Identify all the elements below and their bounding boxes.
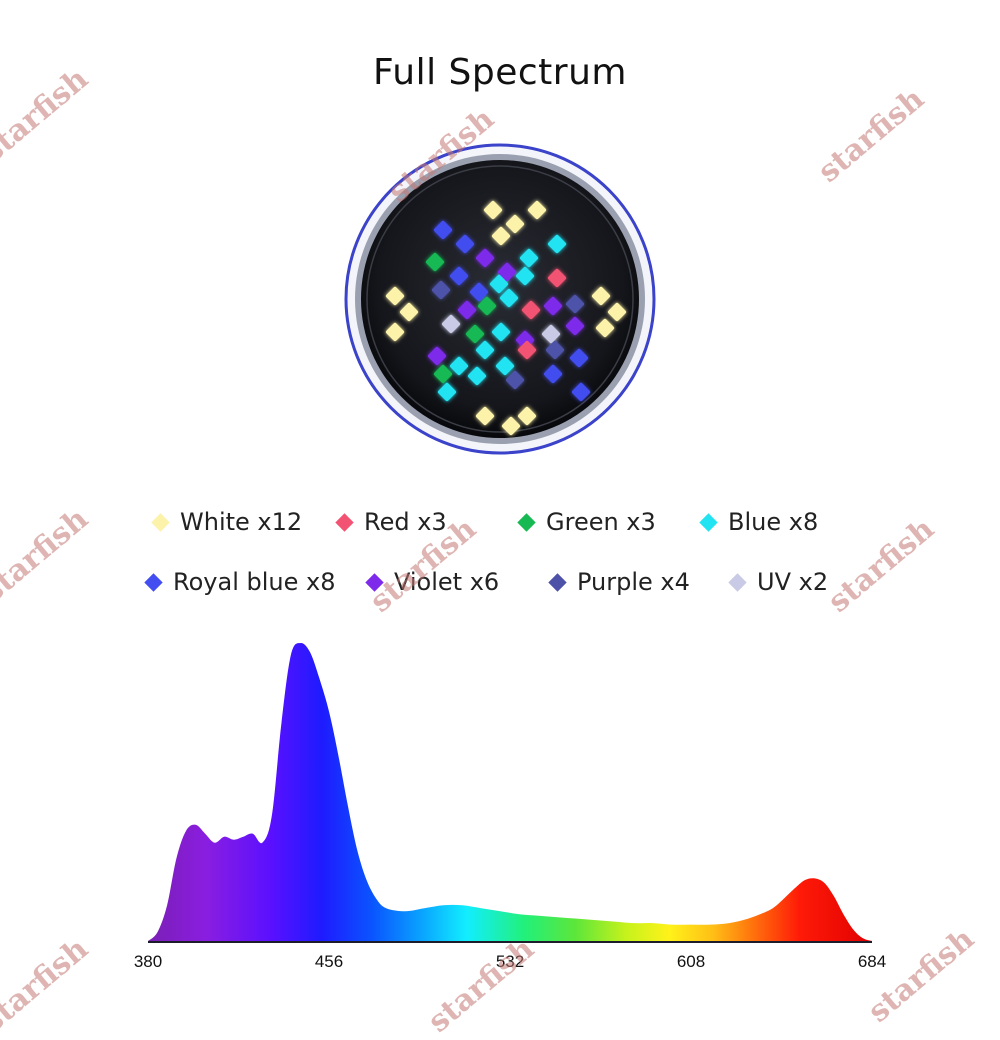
led-chip — [527, 200, 547, 220]
x-tick-label: 608 — [677, 952, 705, 971]
led-chip — [543, 296, 563, 316]
x-tick-label: 380 — [134, 952, 162, 971]
x-tick-label: 456 — [315, 952, 343, 971]
led-chip — [571, 382, 591, 402]
led-chip — [469, 282, 489, 302]
led-chip — [491, 322, 511, 342]
led-chip — [425, 252, 445, 272]
led-chip — [517, 406, 537, 426]
led-chip — [515, 266, 535, 286]
legend-item-red: Red x3 — [335, 502, 447, 542]
chart-title: Full Spectrum — [373, 52, 627, 93]
legend-item-green: Green x3 — [517, 502, 656, 542]
x-tick-label: 684 — [858, 952, 886, 971]
legend-swatch-green — [517, 512, 536, 532]
legend-swatch-uv — [728, 572, 747, 592]
led-chip — [547, 234, 567, 254]
legend-item-uv: UV x2 — [728, 562, 829, 602]
legend-label: White x12 — [180, 508, 303, 536]
led-chip — [475, 340, 495, 360]
legend-row-2: Royal blue x8 Violet x6 Purple x4 UV x2 — [0, 562, 1000, 602]
led-chip — [457, 300, 477, 320]
led-chip — [495, 356, 515, 376]
led-chip — [433, 220, 453, 240]
led-chip — [433, 364, 453, 384]
led-chip — [591, 286, 611, 306]
spectrum-svg: 380 456 532 608 684 — [134, 642, 886, 971]
legend-label: UV x2 — [757, 568, 829, 596]
spectrum-area — [148, 642, 872, 941]
led-chip — [449, 266, 469, 286]
led-chip — [441, 314, 461, 334]
led-chip — [569, 348, 589, 368]
led-chip — [385, 286, 405, 306]
x-tick-label: 532 — [496, 952, 524, 971]
legend-swatch-purple — [548, 572, 567, 592]
led-chip — [505, 370, 525, 390]
led-chip — [517, 340, 537, 360]
led-chip — [465, 324, 485, 344]
legend-item-blue: Blue x8 — [699, 502, 819, 542]
led-chip — [477, 296, 497, 316]
legend-row-1: White x12 Red x3 Green x3 Blue x8 — [0, 502, 1000, 542]
led-chip — [497, 262, 517, 282]
led-chip — [427, 346, 447, 366]
led-chip — [541, 324, 561, 344]
legend-swatch-white — [151, 512, 170, 532]
led-chip — [501, 416, 521, 436]
led-chip — [385, 322, 405, 342]
fixture-lens — [361, 160, 639, 438]
led-chip — [499, 288, 519, 308]
led-chip — [431, 280, 451, 300]
legend-item-royal-blue: Royal blue x8 — [144, 562, 336, 602]
led-chip — [547, 268, 567, 288]
led-chip — [475, 406, 495, 426]
led-chip — [519, 248, 539, 268]
led-chip — [543, 364, 563, 384]
led-chip — [475, 248, 495, 268]
legend-swatch-blue — [699, 512, 718, 532]
legend-swatch-violet — [365, 572, 384, 592]
led-chip — [491, 226, 511, 246]
led-chip — [483, 200, 503, 220]
spectrum-chart: 380 456 532 608 684 — [0, 625, 1000, 980]
legend-swatch-red — [335, 512, 354, 532]
led-chip — [607, 302, 627, 322]
led-chip — [505, 214, 525, 234]
fixture-led-array — [344, 143, 656, 455]
legend-label: Blue x8 — [728, 508, 819, 536]
led-chip — [455, 234, 475, 254]
legend-label: Purple x4 — [577, 568, 690, 596]
legend-label: Royal blue x8 — [173, 568, 336, 596]
legend-label: Violet x6 — [394, 568, 500, 596]
led-chip — [489, 274, 509, 294]
led-chip — [399, 302, 419, 322]
legend-item-purple: Purple x4 — [548, 562, 690, 602]
legend-label: Red x3 — [364, 508, 447, 536]
led-chip — [545, 340, 565, 360]
legend-item-white: White x12 — [151, 502, 303, 542]
legend-label: Green x3 — [546, 508, 656, 536]
led-chip — [521, 300, 541, 320]
legend-swatch-royal-blue — [144, 572, 163, 592]
light-fixture-image — [343, 142, 657, 456]
legend-item-violet: Violet x6 — [365, 562, 500, 602]
watermark: starfish — [811, 81, 931, 190]
led-chip — [565, 294, 585, 314]
led-chip — [467, 366, 487, 386]
led-chip — [437, 382, 457, 402]
led-chip — [449, 356, 469, 376]
led-chip — [565, 316, 585, 336]
led-chip — [595, 318, 615, 338]
